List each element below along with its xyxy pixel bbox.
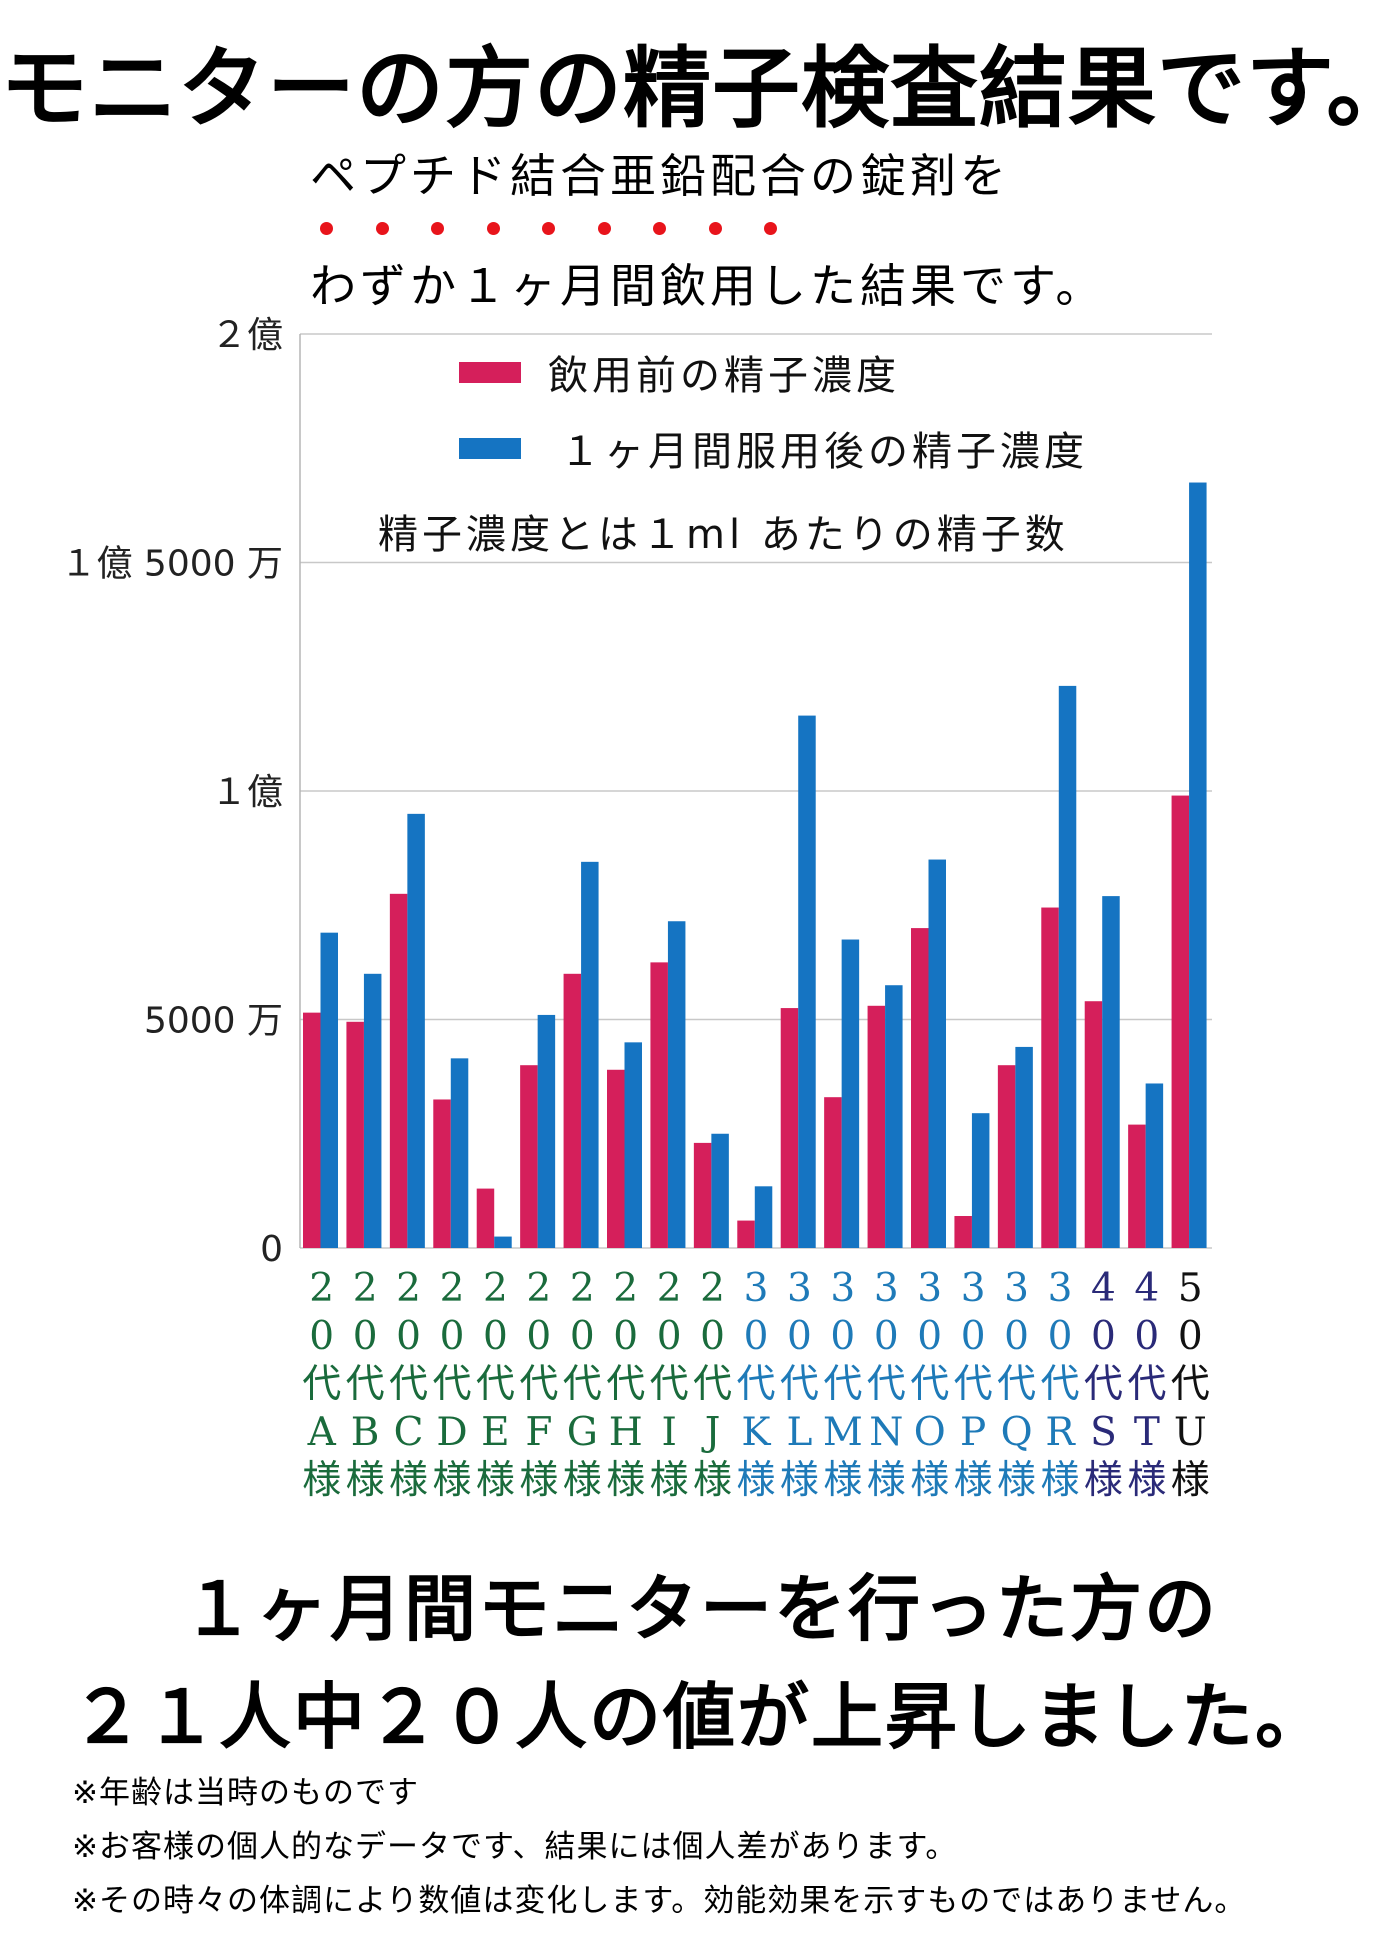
bar-after xyxy=(1145,1083,1164,1248)
bar-after xyxy=(450,1058,469,1248)
emphasis-dot xyxy=(653,222,666,235)
bar-before xyxy=(389,893,408,1248)
y-tick-label: １億 5000 万 xyxy=(60,544,283,585)
bar-before xyxy=(867,1005,886,1248)
legend-swatch xyxy=(459,362,521,383)
bar-after xyxy=(711,1133,729,1248)
bar-before xyxy=(1171,795,1190,1248)
bar-after xyxy=(754,1186,773,1248)
bar-before xyxy=(780,1008,799,1248)
bar-before xyxy=(563,973,582,1248)
conclusion-line-1: １ヶ月間モニターを行った方の xyxy=(181,1567,1218,1651)
footnote-1: ※年齢は当時のものです xyxy=(72,1775,419,1811)
bar-after xyxy=(537,1014,556,1248)
bar-before xyxy=(1041,907,1059,1248)
footnotes: ※年齢は当時のものです ※お客様の個人的なデータです、結果には個人差があります。… xyxy=(72,1766,1246,1928)
conclusion: １ヶ月間モニターを行った方の ２１人中２０人の値が上昇しました。 xyxy=(0,1555,1400,1771)
y-tick-label: 0 xyxy=(260,1229,283,1270)
bar-before xyxy=(737,1220,755,1248)
emphasis-dot xyxy=(542,222,555,235)
conclusion-line-2: ２１人中２０人の値が上昇しました。 xyxy=(70,1675,1329,1759)
y-tick-label: ２億 xyxy=(211,315,283,356)
intro-text: ペプチド結合亜鉛配合の錠剤を わずか１ヶ月間飲用した結果です。 xyxy=(310,150,1105,312)
intro-line-2: わずか１ヶ月間飲用した結果です。 xyxy=(310,259,1106,313)
bar-after xyxy=(1189,482,1207,1248)
bar-after xyxy=(320,932,338,1248)
bar-before xyxy=(346,1021,364,1248)
footnote-2: ※お客様の個人的なデータです、結果には個人差があります。 xyxy=(72,1829,958,1865)
footnote-3: ※その時々の体調により数値は変化します。効能効果を示すものではありません。 xyxy=(72,1883,1247,1919)
bar-after xyxy=(581,861,599,1248)
bar-after xyxy=(928,859,946,1248)
emphasis-dot xyxy=(486,222,500,235)
bar-before xyxy=(476,1188,495,1248)
bar-before xyxy=(520,1065,538,1248)
bar-after xyxy=(407,813,425,1248)
bar-after xyxy=(798,715,816,1248)
bar-before xyxy=(650,962,668,1248)
bar-after xyxy=(841,939,860,1248)
bar-after xyxy=(971,1113,990,1248)
bar-before xyxy=(693,1142,712,1248)
bar-before xyxy=(997,1065,1016,1248)
bar-after xyxy=(624,1042,642,1248)
bar-before xyxy=(607,1069,625,1248)
emphasis-dot xyxy=(764,222,777,235)
bar-after xyxy=(1015,1046,1033,1248)
y-tick-label: 5000 万 xyxy=(144,1001,283,1042)
bar-before xyxy=(1128,1124,1146,1248)
bar-before xyxy=(954,1216,972,1248)
bar-before xyxy=(433,1099,451,1248)
bar-after xyxy=(667,921,686,1248)
emphasis-dot xyxy=(375,222,389,235)
intro-line-1: ペプチド結合亜鉛配合の錠剤を xyxy=(310,149,1010,203)
bar-after xyxy=(1058,685,1077,1248)
bar-after xyxy=(494,1236,512,1248)
y-tick-label: １億 xyxy=(211,772,283,813)
emphasis-dot xyxy=(320,222,333,235)
emphasis-dots xyxy=(310,202,1105,260)
legend-note: 精子濃度とは１ml あたりの精子数 xyxy=(378,512,1069,558)
legend-swatch xyxy=(459,438,521,459)
bar-before xyxy=(911,928,929,1248)
bar-before xyxy=(824,1097,842,1248)
legend-label: 飲用前の精子濃度 xyxy=(548,353,900,399)
bar-after xyxy=(885,985,903,1248)
bar-after xyxy=(363,973,382,1248)
emphasis-dot xyxy=(431,222,444,235)
bar-after xyxy=(1102,896,1120,1248)
emphasis-dot xyxy=(708,222,722,235)
bar-before xyxy=(303,1012,321,1248)
bar-before xyxy=(1084,1001,1103,1248)
legend-label: １ヶ月間服用後の精子濃度 xyxy=(560,429,1088,475)
emphasis-dot xyxy=(597,222,611,235)
page-title: モニターの方の精子検査結果です。 xyxy=(0,37,1400,140)
